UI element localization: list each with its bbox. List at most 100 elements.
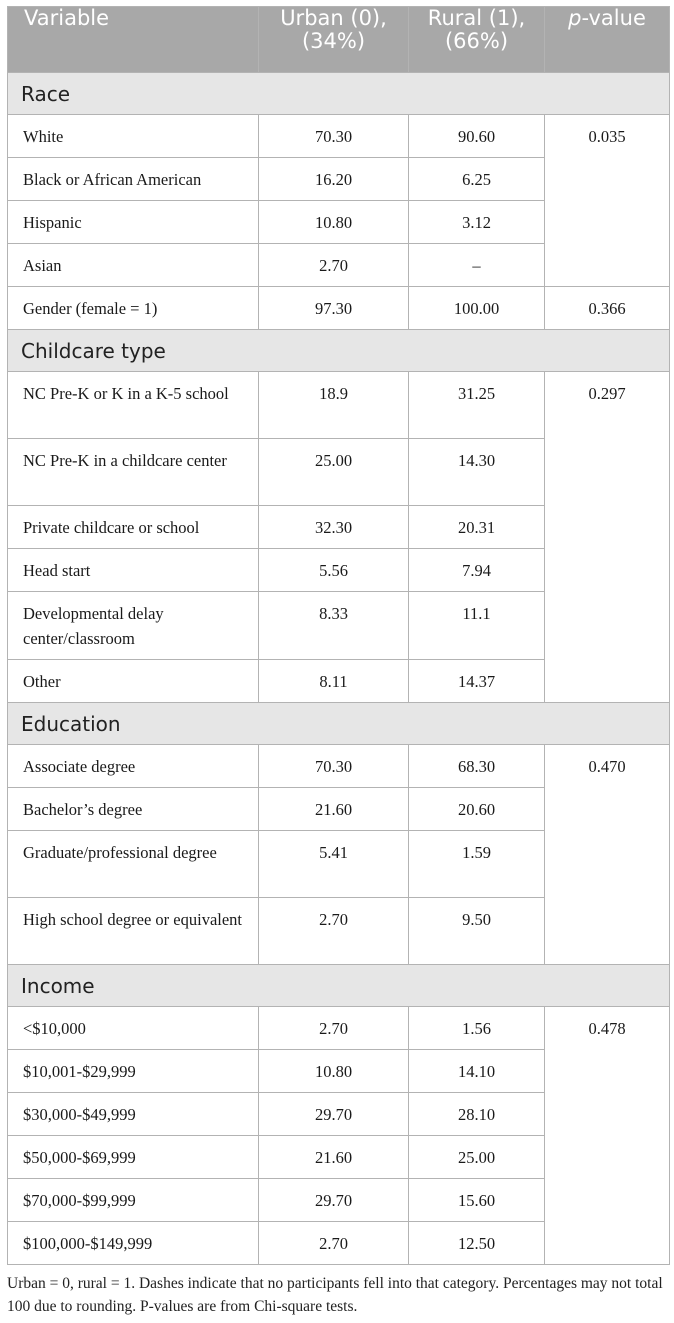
urban-value: 97.30 xyxy=(258,286,409,330)
row-label: Black or African American xyxy=(7,157,259,201)
p-value: 0.478 xyxy=(544,1006,670,1265)
rural-value: 100.00 xyxy=(408,286,545,330)
rural-value: 14.30 xyxy=(408,438,545,506)
section-childcare-type: Childcare type NC Pre-K or K in a K-5 sc… xyxy=(7,329,670,703)
table-row: Hispanic 10.80 3.12 xyxy=(7,200,670,244)
row-label: Associate degree xyxy=(7,744,259,788)
row-label: Graduate/professional degree xyxy=(7,830,259,898)
urban-value: 16.20 xyxy=(258,157,409,201)
urban-value: 70.30 xyxy=(258,114,409,158)
table-row: White 70.30 90.60 0.035 xyxy=(7,114,670,287)
row-label: Asian xyxy=(7,243,259,287)
p-value: 0.297 xyxy=(544,371,670,703)
header-rural: Rural (1), (66%) xyxy=(408,6,545,73)
urban-value: 2.70 xyxy=(258,1221,409,1265)
table-row: $50,000-$69,999 21.60 25.00 xyxy=(7,1135,670,1179)
table-row: Head start 5.56 7.94 xyxy=(7,548,670,592)
table-header: Variable Urban (0), (34%) Rural (1), (66… xyxy=(7,6,670,73)
urban-value: 2.70 xyxy=(258,897,409,965)
table-row: Associate degree 70.30 68.30 0.470 xyxy=(7,744,670,965)
rural-value: 11.1 xyxy=(408,591,545,660)
section-title: Race xyxy=(7,72,670,115)
urban-value: 18.9 xyxy=(258,371,409,439)
rural-value: – xyxy=(408,243,545,287)
urban-value: 10.80 xyxy=(258,1049,409,1093)
row-label: Developmental delay center/classroom xyxy=(7,591,259,660)
table-row: High school degree or equivalent 2.70 9.… xyxy=(7,897,670,965)
table-row: Developmental delay center/classroom 8.3… xyxy=(7,591,670,660)
row-label: Head start xyxy=(7,548,259,592)
row-label: Other xyxy=(7,659,259,703)
table-row: Bachelor’s degree 21.60 20.60 xyxy=(7,787,670,831)
row-label: High school degree or equivalent xyxy=(7,897,259,965)
urban-value: 21.60 xyxy=(258,787,409,831)
header-p-letter: p xyxy=(568,6,582,30)
header-p-suffix: -value xyxy=(581,6,646,30)
urban-value: 29.70 xyxy=(258,1178,409,1222)
row-label: Hispanic xyxy=(7,200,259,244)
section-title: Education xyxy=(7,702,670,745)
section-race: Race White 70.30 90.60 0.035 Black or Af… xyxy=(7,72,670,330)
table-row: Black or African American 16.20 6.25 xyxy=(7,157,670,201)
header-urban: Urban (0), (34%) xyxy=(258,6,409,73)
rural-value: 90.60 xyxy=(408,114,545,158)
rural-value: 15.60 xyxy=(408,1178,545,1222)
urban-value: 25.00 xyxy=(258,438,409,506)
table-row: Graduate/professional degree 5.41 1.59 xyxy=(7,830,670,898)
row-label: NC Pre-K in a childcare center xyxy=(7,438,259,506)
urban-value: 8.11 xyxy=(258,659,409,703)
row-label: $50,000-$69,999 xyxy=(7,1135,259,1179)
demographics-table: Variable Urban (0), (34%) Rural (1), (66… xyxy=(7,6,670,1265)
rural-value: 9.50 xyxy=(408,897,545,965)
urban-value: 8.33 xyxy=(258,591,409,660)
urban-value: 32.30 xyxy=(258,505,409,549)
urban-value: 2.70 xyxy=(258,243,409,287)
p-value: 0.470 xyxy=(544,744,670,965)
row-label: Bachelor’s degree xyxy=(7,787,259,831)
row-label: White xyxy=(7,114,259,158)
p-value: 0.035 xyxy=(544,114,670,287)
rural-value: 6.25 xyxy=(408,157,545,201)
rural-value: 20.31 xyxy=(408,505,545,549)
table-row: NC Pre-K in a childcare center 25.00 14.… xyxy=(7,438,670,506)
urban-value: 29.70 xyxy=(258,1092,409,1136)
urban-value: 70.30 xyxy=(258,744,409,788)
section-income: Income <$10,000 2.70 1.56 0.478 $10,001-… xyxy=(7,964,670,1265)
urban-value: 5.41 xyxy=(258,830,409,898)
rural-value: 31.25 xyxy=(408,371,545,439)
row-label: <$10,000 xyxy=(7,1006,259,1050)
rural-value: 25.00 xyxy=(408,1135,545,1179)
row-label: $10,001-$29,999 xyxy=(7,1049,259,1093)
section-title: Childcare type xyxy=(7,329,670,372)
section-title: Income xyxy=(7,964,670,1007)
rural-value: 3.12 xyxy=(408,200,545,244)
rural-value: 12.50 xyxy=(408,1221,545,1265)
table-row: Asian 2.70 – xyxy=(7,243,670,287)
table-row: $10,001-$29,999 10.80 14.10 xyxy=(7,1049,670,1093)
rural-value: 14.37 xyxy=(408,659,545,703)
urban-value: 5.56 xyxy=(258,548,409,592)
table-row: Other 8.11 14.37 xyxy=(7,659,670,703)
rural-value: 20.60 xyxy=(408,787,545,831)
rural-value: 1.59 xyxy=(408,830,545,898)
section-education: Education Associate degree 70.30 68.30 0… xyxy=(7,702,670,965)
row-label: $100,000-$149,999 xyxy=(7,1221,259,1265)
table-row: <$10,000 2.70 1.56 0.478 xyxy=(7,1006,670,1265)
header-p-value: p-value xyxy=(544,6,670,73)
rural-value: 7.94 xyxy=(408,548,545,592)
urban-value: 2.70 xyxy=(258,1006,409,1050)
p-value: 0.366 xyxy=(544,286,670,330)
rural-value: 1.56 xyxy=(408,1006,545,1050)
row-label: Private childcare or school xyxy=(7,505,259,549)
row-label: Gender (female = 1) xyxy=(7,286,259,330)
row-label: $30,000-$49,999 xyxy=(7,1092,259,1136)
row-label: $70,000-$99,999 xyxy=(7,1178,259,1222)
table-row: NC Pre-K or K in a K-5 school 18.9 31.25… xyxy=(7,371,670,703)
rural-value: 28.10 xyxy=(408,1092,545,1136)
header-variable: Variable xyxy=(7,6,259,73)
table-row: $30,000-$49,999 29.70 28.10 xyxy=(7,1092,670,1136)
rural-value: 68.30 xyxy=(408,744,545,788)
urban-value: 21.60 xyxy=(258,1135,409,1179)
urban-value: 10.80 xyxy=(258,200,409,244)
table-row: Gender (female = 1) 97.30 100.00 0.366 xyxy=(7,286,670,330)
